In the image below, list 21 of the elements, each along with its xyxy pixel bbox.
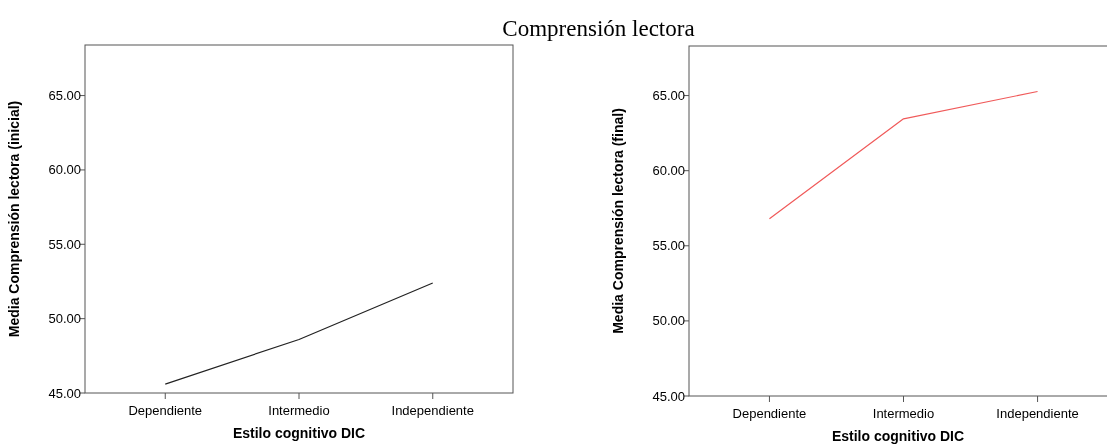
y-tick-label: 45.00 (652, 388, 685, 404)
y-tick-label: 65.00 (48, 88, 81, 104)
y-tick-label: 45.00 (48, 385, 81, 401)
y-axis-title: Media Comprensión lectora (inicial) (6, 100, 22, 338)
y-tick-label: 55.00 (48, 236, 81, 252)
y-tick-label: 50.00 (652, 313, 685, 329)
y-tick-label: 55.00 (652, 238, 685, 254)
x-axis-title: Estilo cognitivo DIC (232, 425, 366, 441)
text: Comprensión lectora (502, 16, 695, 41)
x-tick-label: Intermedio (268, 403, 330, 418)
y-tick-label: 50.00 (48, 311, 81, 327)
x-axis-title: Estilo cognitivo DIC (831, 428, 965, 444)
y-tick-label: 60.00 (652, 163, 685, 179)
x-tick-label: Dependiente (128, 403, 203, 418)
x-tick-label: Independiente (391, 403, 474, 418)
x-tick-label: Dependiente (732, 406, 807, 421)
y-tick-label: 60.00 (48, 162, 81, 178)
x-tick-label: Intermedio (872, 406, 935, 421)
x-tick-label: Independiente (996, 406, 1079, 421)
y-tick-label: 65.00 (652, 88, 685, 104)
y-axis-title: Media Comprensión lectora (final) (610, 108, 626, 334)
